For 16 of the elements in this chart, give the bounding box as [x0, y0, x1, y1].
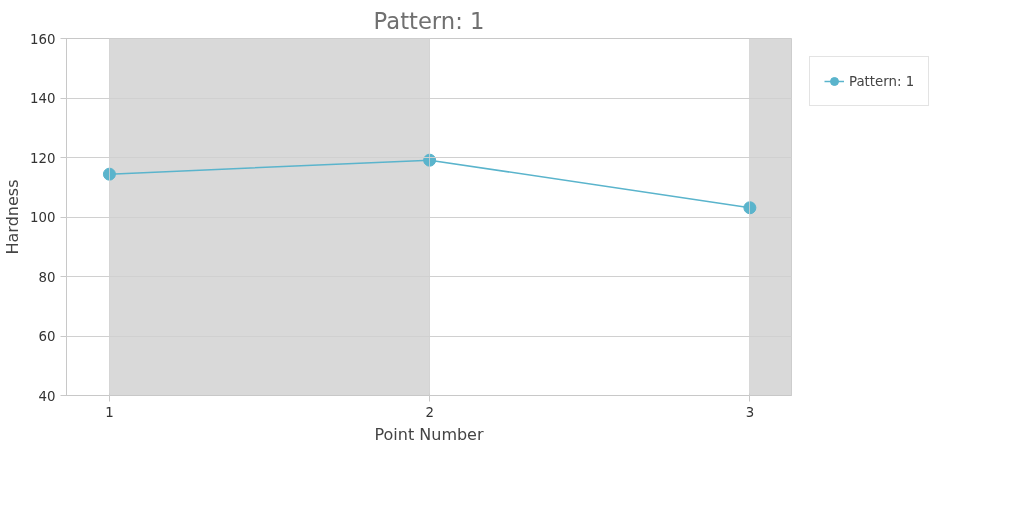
x-tick-label: 1	[105, 404, 114, 420]
y-tick-label: 100	[30, 210, 56, 225]
x-tick-label: 2	[425, 404, 434, 420]
y-tick-label: 60	[38, 329, 56, 344]
chart-title: Pattern: 1	[373, 7, 485, 34]
y-tick-label: 120	[30, 150, 56, 166]
point	[743, 201, 757, 215]
y-tick-label: 160	[30, 31, 56, 47]
legend-label: Pattern: 1	[849, 73, 915, 89]
y-tick-label: 80	[38, 269, 56, 285]
y-tick-label: 40	[38, 388, 56, 404]
x-tick-label: 3	[745, 404, 755, 420]
x-axis-title: Point Number	[374, 424, 484, 444]
point	[102, 167, 116, 181]
y-axis-title: Hardness	[3, 179, 23, 255]
y-tick-label: 140	[30, 91, 56, 106]
